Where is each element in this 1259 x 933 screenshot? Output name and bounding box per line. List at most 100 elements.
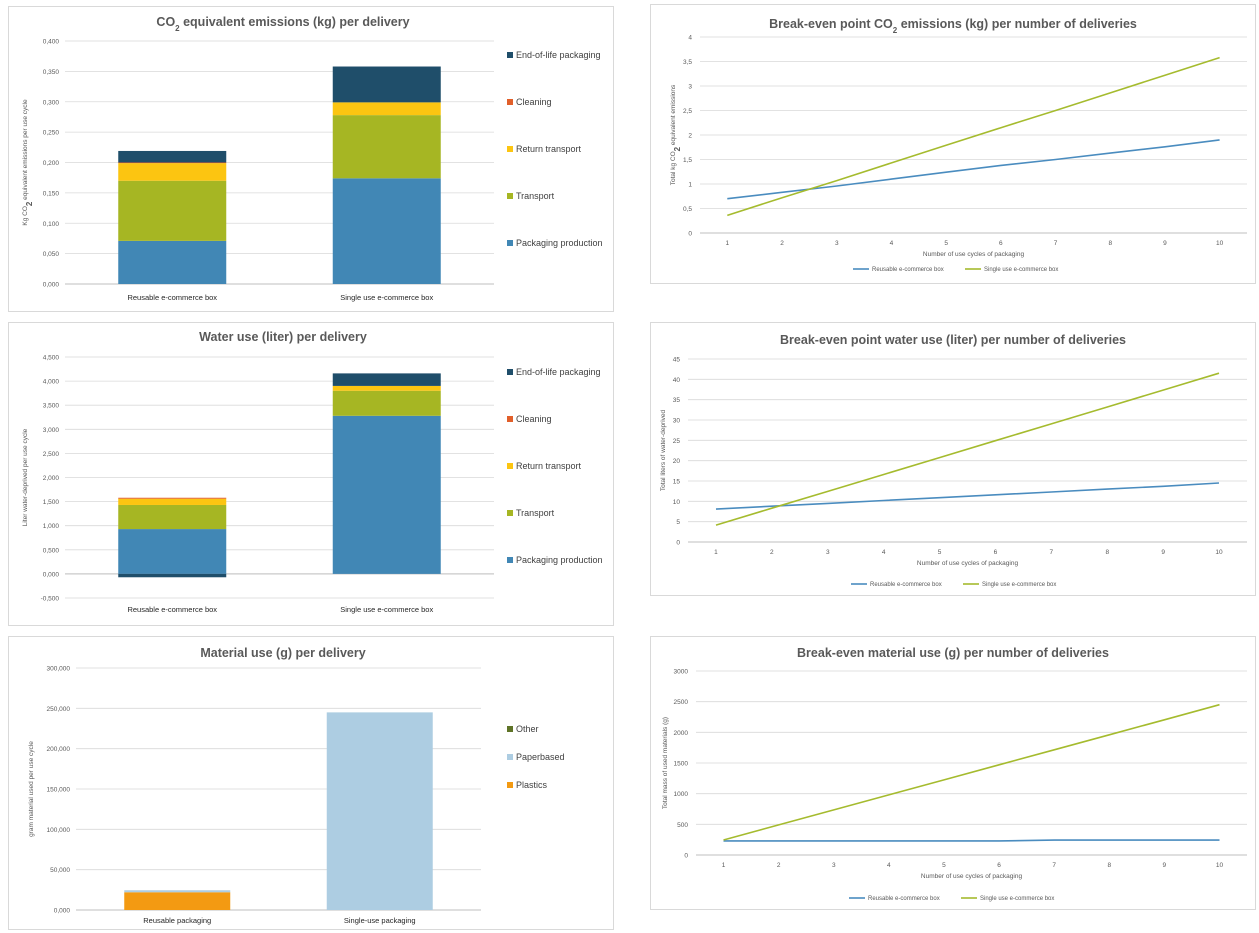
legend-label: Reusable e-commerce box	[870, 582, 942, 588]
x-tick-label: 8	[1105, 549, 1109, 556]
legend-label: Return transport	[516, 144, 582, 154]
category-label: Reusable e-commerce box	[127, 293, 217, 302]
material-bar-chart: Material use (g) per delivery gram materi…	[28, 646, 565, 925]
bar-segment	[118, 163, 227, 181]
x-tick-label: 1	[714, 549, 718, 556]
y-tick-label: 250,000	[47, 706, 71, 713]
y-tick-label: 3	[688, 84, 692, 91]
y-tick-label: 150,000	[47, 787, 71, 794]
chart-title: Break-even point CO2 emissions (kg) per …	[769, 17, 1137, 35]
legend-label: Paperbased	[516, 752, 565, 762]
y-axis-label: Total liters of water-deprived	[660, 409, 667, 491]
y-tick-label: 15	[673, 479, 681, 486]
y-tick-label: 200,000	[47, 746, 71, 753]
legend-swatch	[507, 557, 513, 563]
y-tick-label: 2	[688, 133, 692, 140]
x-tick-label: 2	[770, 549, 774, 556]
bar-segment	[326, 712, 433, 910]
category-label: Reusable packaging	[143, 916, 211, 925]
y-tick-label: 0,100	[43, 221, 60, 228]
bar-segment	[332, 115, 441, 179]
y-tick-label: 4,500	[43, 355, 60, 362]
y-tick-label: 500	[677, 822, 688, 829]
chart-title: Break-even point water use (liter) per n…	[780, 333, 1126, 347]
legend-label: Reusable e-commerce box	[872, 267, 944, 273]
series-line	[727, 56, 1220, 217]
co2-line-panel: Break-even point CO2 emissions (kg) per …	[650, 4, 1256, 284]
x-tick-label: 9	[1163, 862, 1167, 869]
bar-segment	[118, 573, 227, 578]
y-tick-label: 0	[684, 853, 688, 860]
co2-line-chart: Break-even point CO2 emissions (kg) per …	[670, 17, 1247, 273]
y-tick-label: 20	[673, 458, 681, 465]
legend-swatch	[507, 146, 513, 152]
bar-segment	[332, 390, 441, 416]
legend-label: Other	[516, 724, 539, 734]
y-tick-label: 2,5	[683, 108, 692, 115]
x-tick-label: 8	[1107, 862, 1111, 869]
bar-segment	[118, 180, 227, 241]
x-tick-label: 4	[890, 240, 894, 247]
y-tick-label: 35	[673, 397, 681, 404]
y-tick-label: -0,500	[41, 596, 60, 603]
x-tick-label: 9	[1163, 240, 1167, 247]
x-tick-label: 10	[1216, 240, 1224, 247]
x-tick-label: 6	[997, 862, 1001, 869]
x-axis-label: Number of use cycles of packaging	[917, 560, 1019, 567]
bar-segment	[124, 890, 231, 893]
x-tick-label: 9	[1161, 549, 1165, 556]
legend-label: Single use e-commerce box	[984, 267, 1058, 273]
x-tick-label: 10	[1216, 862, 1224, 869]
category-label: Single-use packaging	[344, 916, 416, 925]
x-tick-label: 7	[1050, 549, 1054, 556]
y-tick-label: 30	[673, 418, 681, 425]
x-tick-label: 3	[826, 549, 830, 556]
bar-segment	[332, 385, 441, 391]
y-tick-label: 2,000	[43, 475, 60, 482]
water-bar-chart: Water use (liter) per delivery Liter wate…	[22, 330, 603, 614]
legend-label: Packaging production	[516, 555, 603, 565]
bar-segment	[332, 102, 441, 116]
y-tick-label: 2,500	[43, 451, 60, 458]
x-tick-label: 2	[777, 862, 781, 869]
legend-label: End-of-life packaging	[516, 367, 601, 377]
y-tick-label: 0,000	[43, 571, 60, 578]
water-line-panel: Break-even point water use (liter) per n…	[650, 322, 1256, 596]
legend-label: Cleaning	[516, 97, 552, 107]
y-tick-label: 1,500	[43, 499, 60, 506]
material-line-chart: Break-even material use (g) per number o…	[662, 646, 1247, 902]
x-tick-label: 3	[835, 240, 839, 247]
x-tick-label: 6	[994, 549, 998, 556]
bar-segment	[118, 504, 227, 530]
legend-label: Reusable e-commerce box	[868, 896, 940, 902]
y-tick-label: 5	[676, 519, 680, 526]
series-line	[723, 703, 1220, 841]
legend-label: End-of-life packaging	[516, 50, 601, 60]
y-axis-label: Liter water-deprived per use cycle	[22, 428, 29, 526]
y-axis-label: Total kg CO2 equivalent emissions	[670, 84, 682, 185]
legend-swatch	[507, 193, 513, 199]
bar-segment	[118, 150, 227, 163]
x-tick-label: 10	[1215, 549, 1223, 556]
co2-bar-chart: CO2 equivalent emissions (kg) per delive…	[22, 15, 603, 302]
x-tick-label: 4	[887, 862, 891, 869]
y-axis-label: Kg CO2 equivalent emissions per use cycl…	[22, 99, 34, 226]
y-tick-label: 300,000	[47, 666, 71, 673]
bar-segment	[332, 415, 441, 574]
y-tick-label: 0,000	[43, 282, 60, 289]
y-tick-label: 100,000	[47, 827, 71, 834]
y-tick-label: 0,200	[43, 160, 60, 167]
x-axis-label: Number of use cycles of packaging	[921, 873, 1023, 880]
legend-swatch	[507, 782, 513, 788]
legend-swatch	[507, 240, 513, 246]
chart-title: Material use (g) per delivery	[200, 646, 365, 660]
legend-label: Transport	[516, 191, 555, 201]
bar-segment	[332, 373, 441, 386]
y-tick-label: 3,500	[43, 403, 60, 410]
y-tick-label: 0	[676, 540, 680, 547]
bar-segment	[118, 498, 227, 505]
series-line	[715, 482, 1220, 510]
y-tick-label: 0,150	[43, 190, 60, 197]
legend-label: Plastics	[516, 780, 548, 790]
category-label: Reusable e-commerce box	[127, 605, 217, 614]
